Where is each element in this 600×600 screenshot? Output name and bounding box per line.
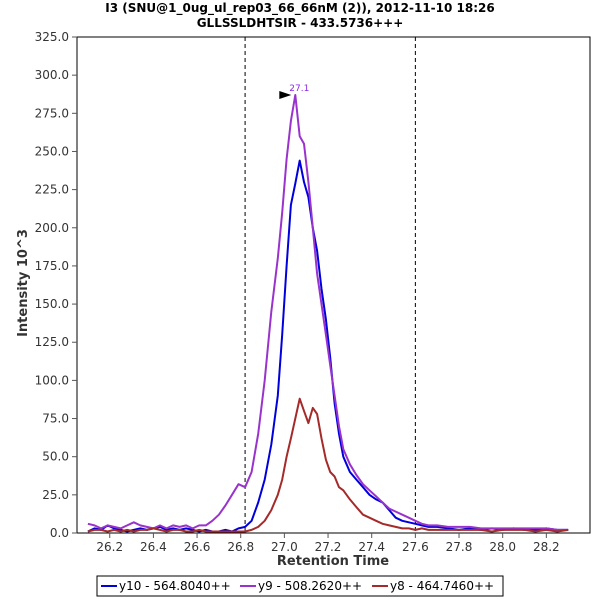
legend-label-1: y10 - 564.8040++ [119,579,231,593]
y-axis: 0.0 25.0 50.0 75.0 100.0 125.0 150.0 175.0 200.0… [35,30,77,540]
x-tick-label: 27.8 [446,540,473,554]
x-tick-label: 27.0 [271,540,298,554]
integration-boundaries [244,37,416,533]
legend-label-2: y9 - 508.2620++ [258,579,362,593]
y-tick-label: 125.0 [35,335,69,349]
chart-subtitle: GLLSSLDHTSIR - 433.5736+++ [197,16,404,30]
peak-marker-icon [279,90,292,99]
y-axis-label: Intensity 10^3 [16,229,31,337]
y-tick-label: 300.0 [35,68,69,82]
y-tick-label: 100.0 [35,373,69,387]
series-lines [87,94,569,533]
legend-label-3: y8 - 464.7460++ [390,579,494,593]
y-tick-label: 175.0 [35,259,69,273]
y-tick-label: 0.0 [50,526,69,540]
x-tick-label: 26.4 [140,540,167,554]
y-tick-label: 200.0 [35,221,69,235]
y-tick-label: 50.0 [42,450,69,464]
y-tick-label: 250.0 [35,144,69,158]
legend-box [96,575,504,597]
y-tick-label: 25.0 [42,488,69,502]
x-axis: 26.2 26.4 26.6 26.8 27.0 27.2 27.4 27.6 27.8 28.0… [96,533,560,554]
x-tick-label: 27.2 [315,540,342,554]
y-tick-label: 75.0 [42,412,69,426]
plot-area [76,36,591,534]
series-line-1 [87,159,569,533]
x-tick-label: 27.4 [358,540,385,554]
legend: y10 - 564.8040++ y9 - 508.2620++ y8 - 464.… [96,575,504,597]
x-axis-label: Retention Time [277,554,389,569]
series-line-3 [87,397,569,533]
peak-label: 27.1 [289,84,309,94]
series-line-2 [87,94,569,531]
y-tick-label: 225.0 [35,183,69,197]
x-tick-label: 28.0 [489,540,516,554]
y-tick-label: 275.0 [35,106,69,120]
peak-annotation: 27.1 [279,84,309,99]
x-tick-label: 26.8 [227,540,254,554]
y-tick-label: 325.0 [35,30,69,44]
x-tick-label: 28.2 [533,540,560,554]
x-tick-label: 26.2 [96,540,123,554]
chart-title: I3 (SNU@1_0ug_ul_rep03_66_66nM (2)), 201… [105,1,494,16]
x-tick-label: 26.6 [184,540,211,554]
x-tick-label: 27.6 [402,540,429,554]
y-tick-label: 150.0 [35,297,69,311]
